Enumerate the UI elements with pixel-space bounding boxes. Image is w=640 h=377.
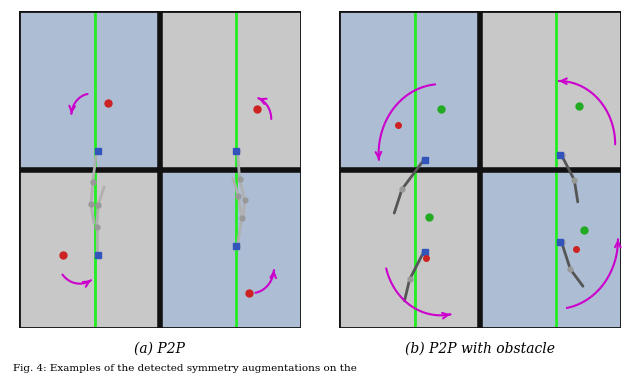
Bar — [19, 170, 160, 328]
Bar — [480, 11, 621, 170]
Bar — [19, 11, 160, 170]
Text: (b) P2P with obstacle: (b) P2P with obstacle — [405, 342, 555, 356]
Bar — [160, 170, 301, 328]
Text: (a) P2P: (a) P2P — [134, 342, 186, 356]
Bar — [339, 11, 480, 170]
Bar — [339, 170, 480, 328]
Bar — [160, 11, 301, 170]
Text: Fig. 4: Examples of the detected symmetry augmentations on the: Fig. 4: Examples of the detected symmetr… — [13, 364, 356, 373]
Bar — [480, 170, 621, 328]
